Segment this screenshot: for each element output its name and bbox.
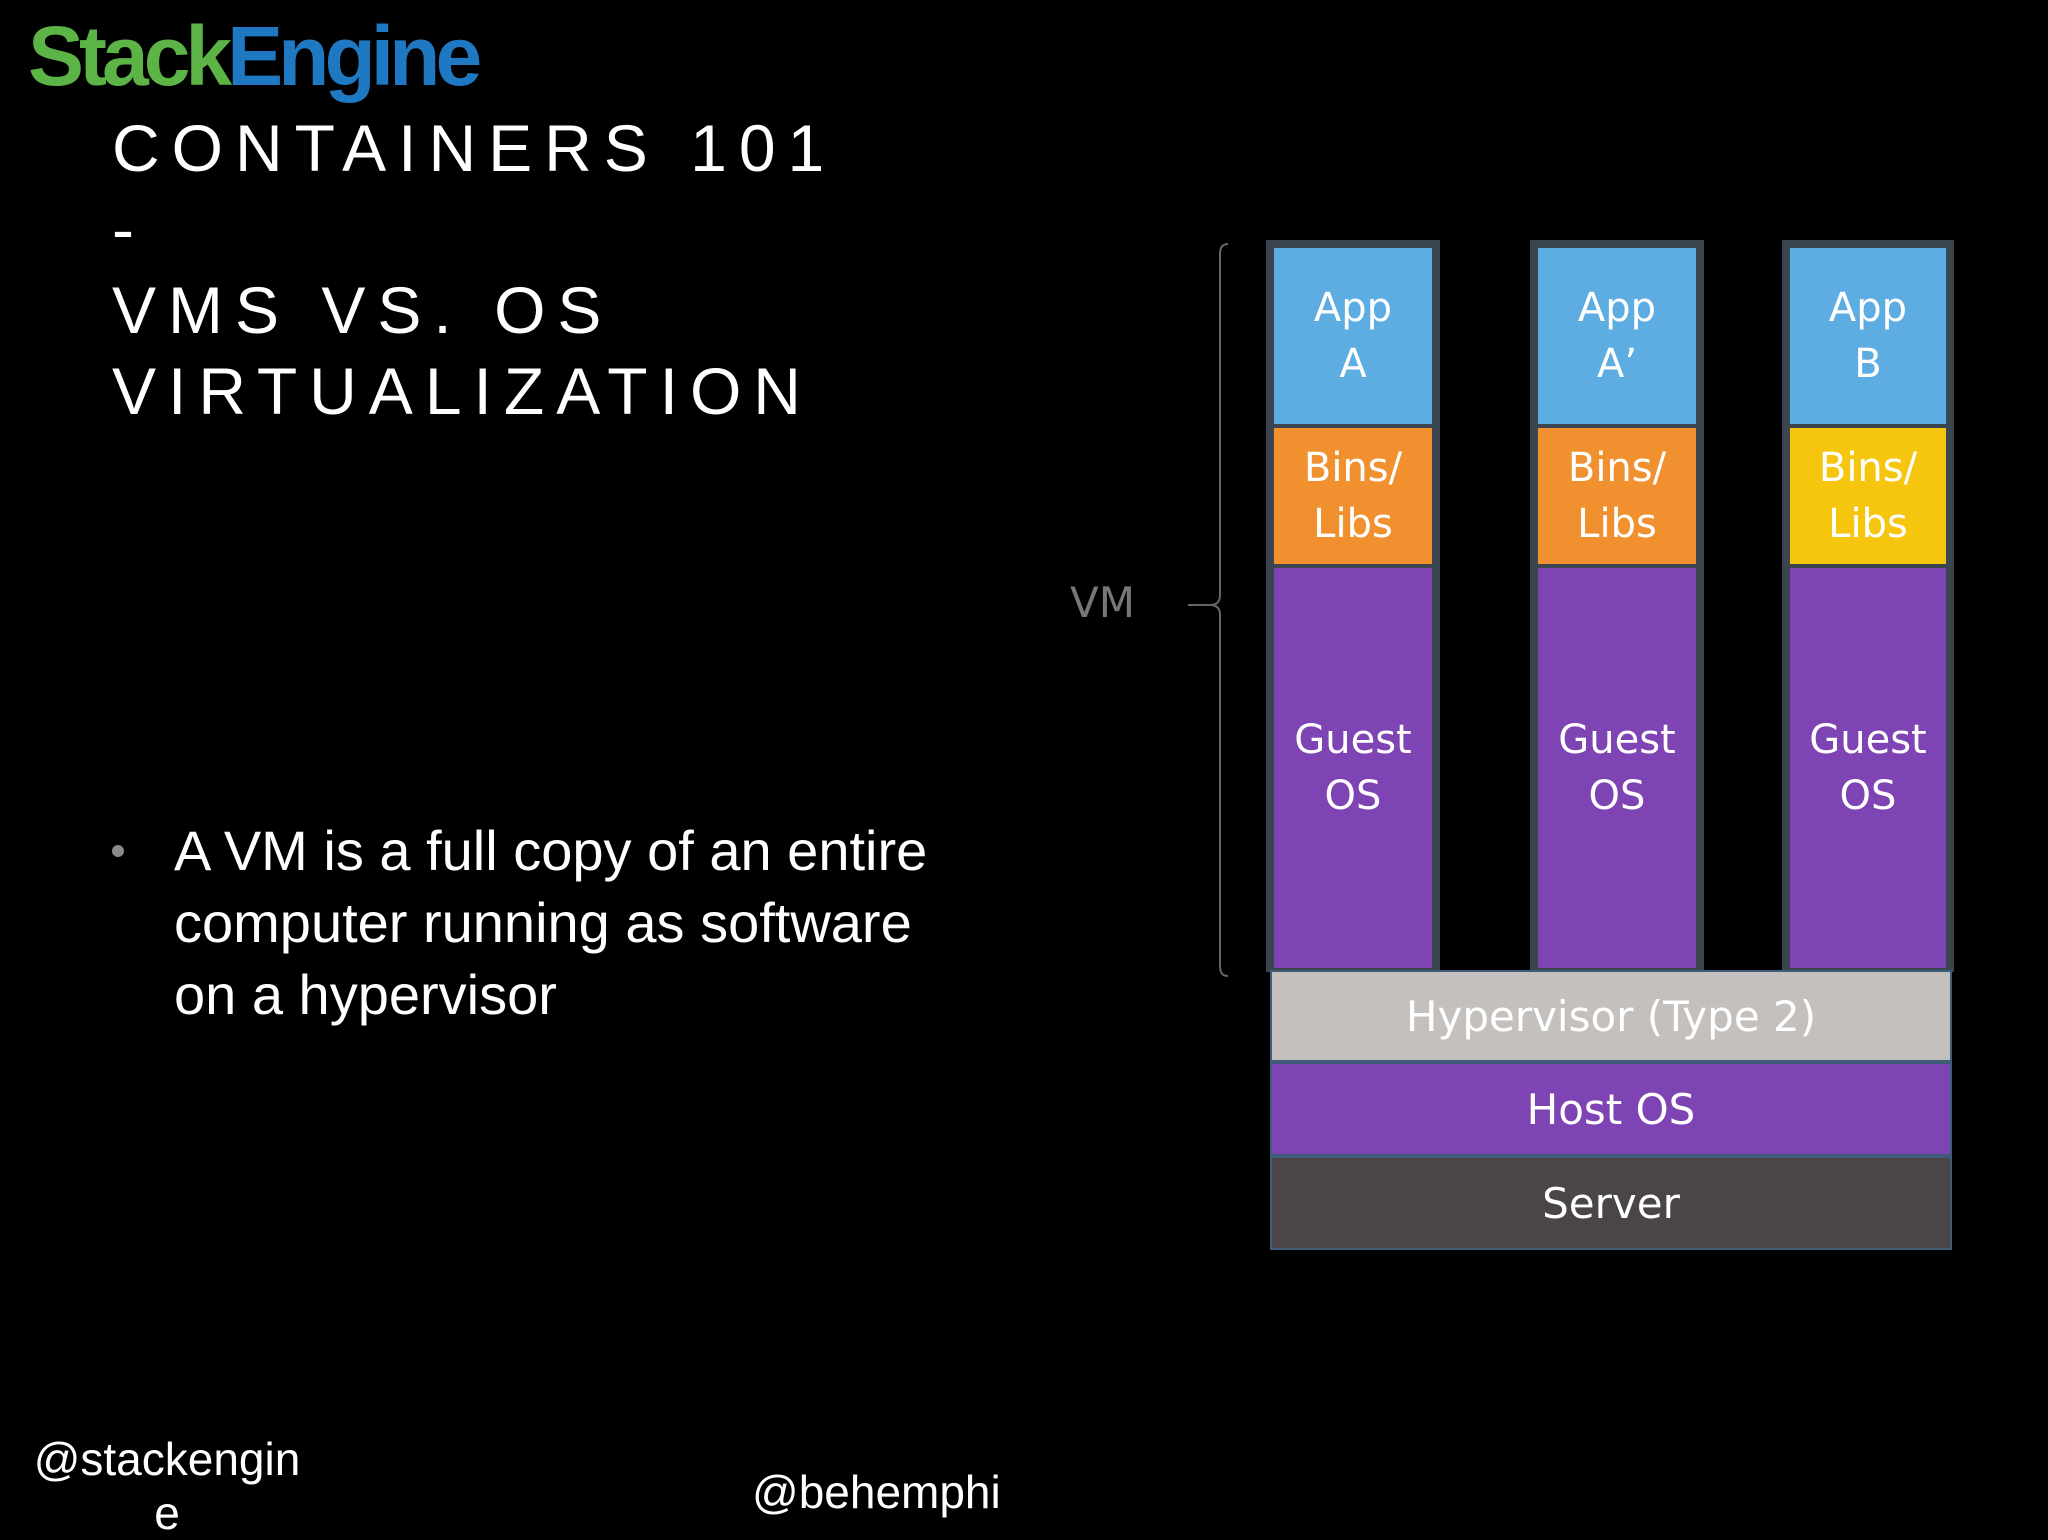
vm-label: VM — [1070, 578, 1135, 627]
vm-column-b: App B Bins/ Libs Guest OS — [1782, 240, 1954, 972]
bullet-marker — [112, 845, 124, 857]
app-label: App A — [1313, 285, 1393, 387]
guest-os-block: Guest OS — [1274, 568, 1432, 968]
slide-title: CONTAINERS 101 - VMS VS. OS VIRTUALIZATI… — [112, 108, 836, 432]
guest-os-label: Guest OS — [1558, 717, 1676, 819]
footer-handle-stackengine: @stackengine — [33, 1433, 301, 1539]
server-layer: Server — [1270, 1156, 1952, 1250]
app-block: App A — [1274, 248, 1432, 424]
title-line-4: VIRTUALIZATION — [112, 354, 813, 428]
title-line-2: - — [112, 192, 146, 266]
host-os-layer: Host OS — [1270, 1062, 1952, 1156]
bins-libs-block: Bins/ Libs — [1790, 428, 1946, 564]
title-line-3: VMS VS. OS — [112, 273, 614, 347]
app-block: App B — [1790, 248, 1946, 424]
bins-libs-label: Bins/ Libs — [1818, 445, 1918, 547]
guest-os-label: Guest OS — [1809, 717, 1927, 819]
hypervisor-layer: Hypervisor (Type 2) — [1270, 970, 1952, 1062]
vm-column-a: App A Bins/ Libs Guest OS — [1266, 240, 1440, 972]
app-label: App A’ — [1577, 285, 1657, 387]
bins-libs-block: Bins/ Libs — [1538, 428, 1696, 564]
bins-libs-block: Bins/ Libs — [1274, 428, 1432, 564]
stackengine-logo: StackEngine — [28, 6, 482, 106]
title-line-1: CONTAINERS 101 — [112, 111, 837, 185]
vm-brace — [1188, 243, 1229, 977]
bullet-item: A VM is a full copy of an entire compute… — [174, 819, 928, 1026]
logo-part-engine: Engine — [227, 9, 482, 103]
bins-libs-label: Bins/ Libs — [1567, 445, 1667, 547]
guest-os-block: Guest OS — [1538, 568, 1696, 968]
bins-libs-label: Bins/ Libs — [1303, 445, 1403, 547]
guest-os-block: Guest OS — [1790, 568, 1946, 968]
logo-part-stack: Stack — [28, 9, 232, 103]
vm-column-a-prime: App A’ Bins/ Libs Guest OS — [1530, 240, 1704, 972]
app-label: App B — [1828, 285, 1908, 387]
guest-os-label: Guest OS — [1294, 717, 1412, 819]
app-block: App A’ — [1538, 248, 1696, 424]
footer-handle-behemphi: @behemphi — [752, 1466, 1001, 1518]
